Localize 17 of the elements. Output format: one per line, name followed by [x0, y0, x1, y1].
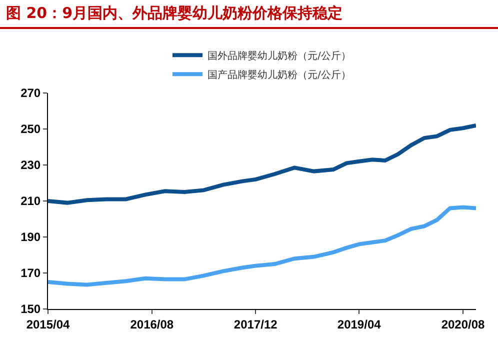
line-series [48, 205, 476, 287]
line-series [48, 123, 476, 205]
y-tick-label: 230 [20, 158, 41, 172]
x-tick-label: 2019/04 [337, 317, 382, 332]
chart-title: 图 20：9月国内、外品牌婴幼儿奶粉价格保持稳定 [0, 0, 498, 29]
x-tick-label: 2016/08 [130, 317, 174, 332]
x-tick-label: 2020/08 [441, 317, 486, 332]
y-tick-label: 210 [20, 194, 41, 208]
y-tick-label: 270 [20, 86, 41, 100]
legend-label: 国产品牌婴幼儿奶粉（元/公斤） [208, 69, 351, 82]
y-tick-label: 150 [20, 302, 41, 316]
x-tick-label: 2015/04 [26, 317, 70, 332]
x-tick-label: 2017/12 [234, 317, 278, 332]
y-tick-label: 170 [20, 266, 41, 280]
legend-label: 国外品牌婴幼儿奶粉（元/公斤） [208, 50, 351, 62]
y-tick-label: 190 [20, 230, 41, 244]
y-tick-label: 250 [20, 122, 41, 136]
